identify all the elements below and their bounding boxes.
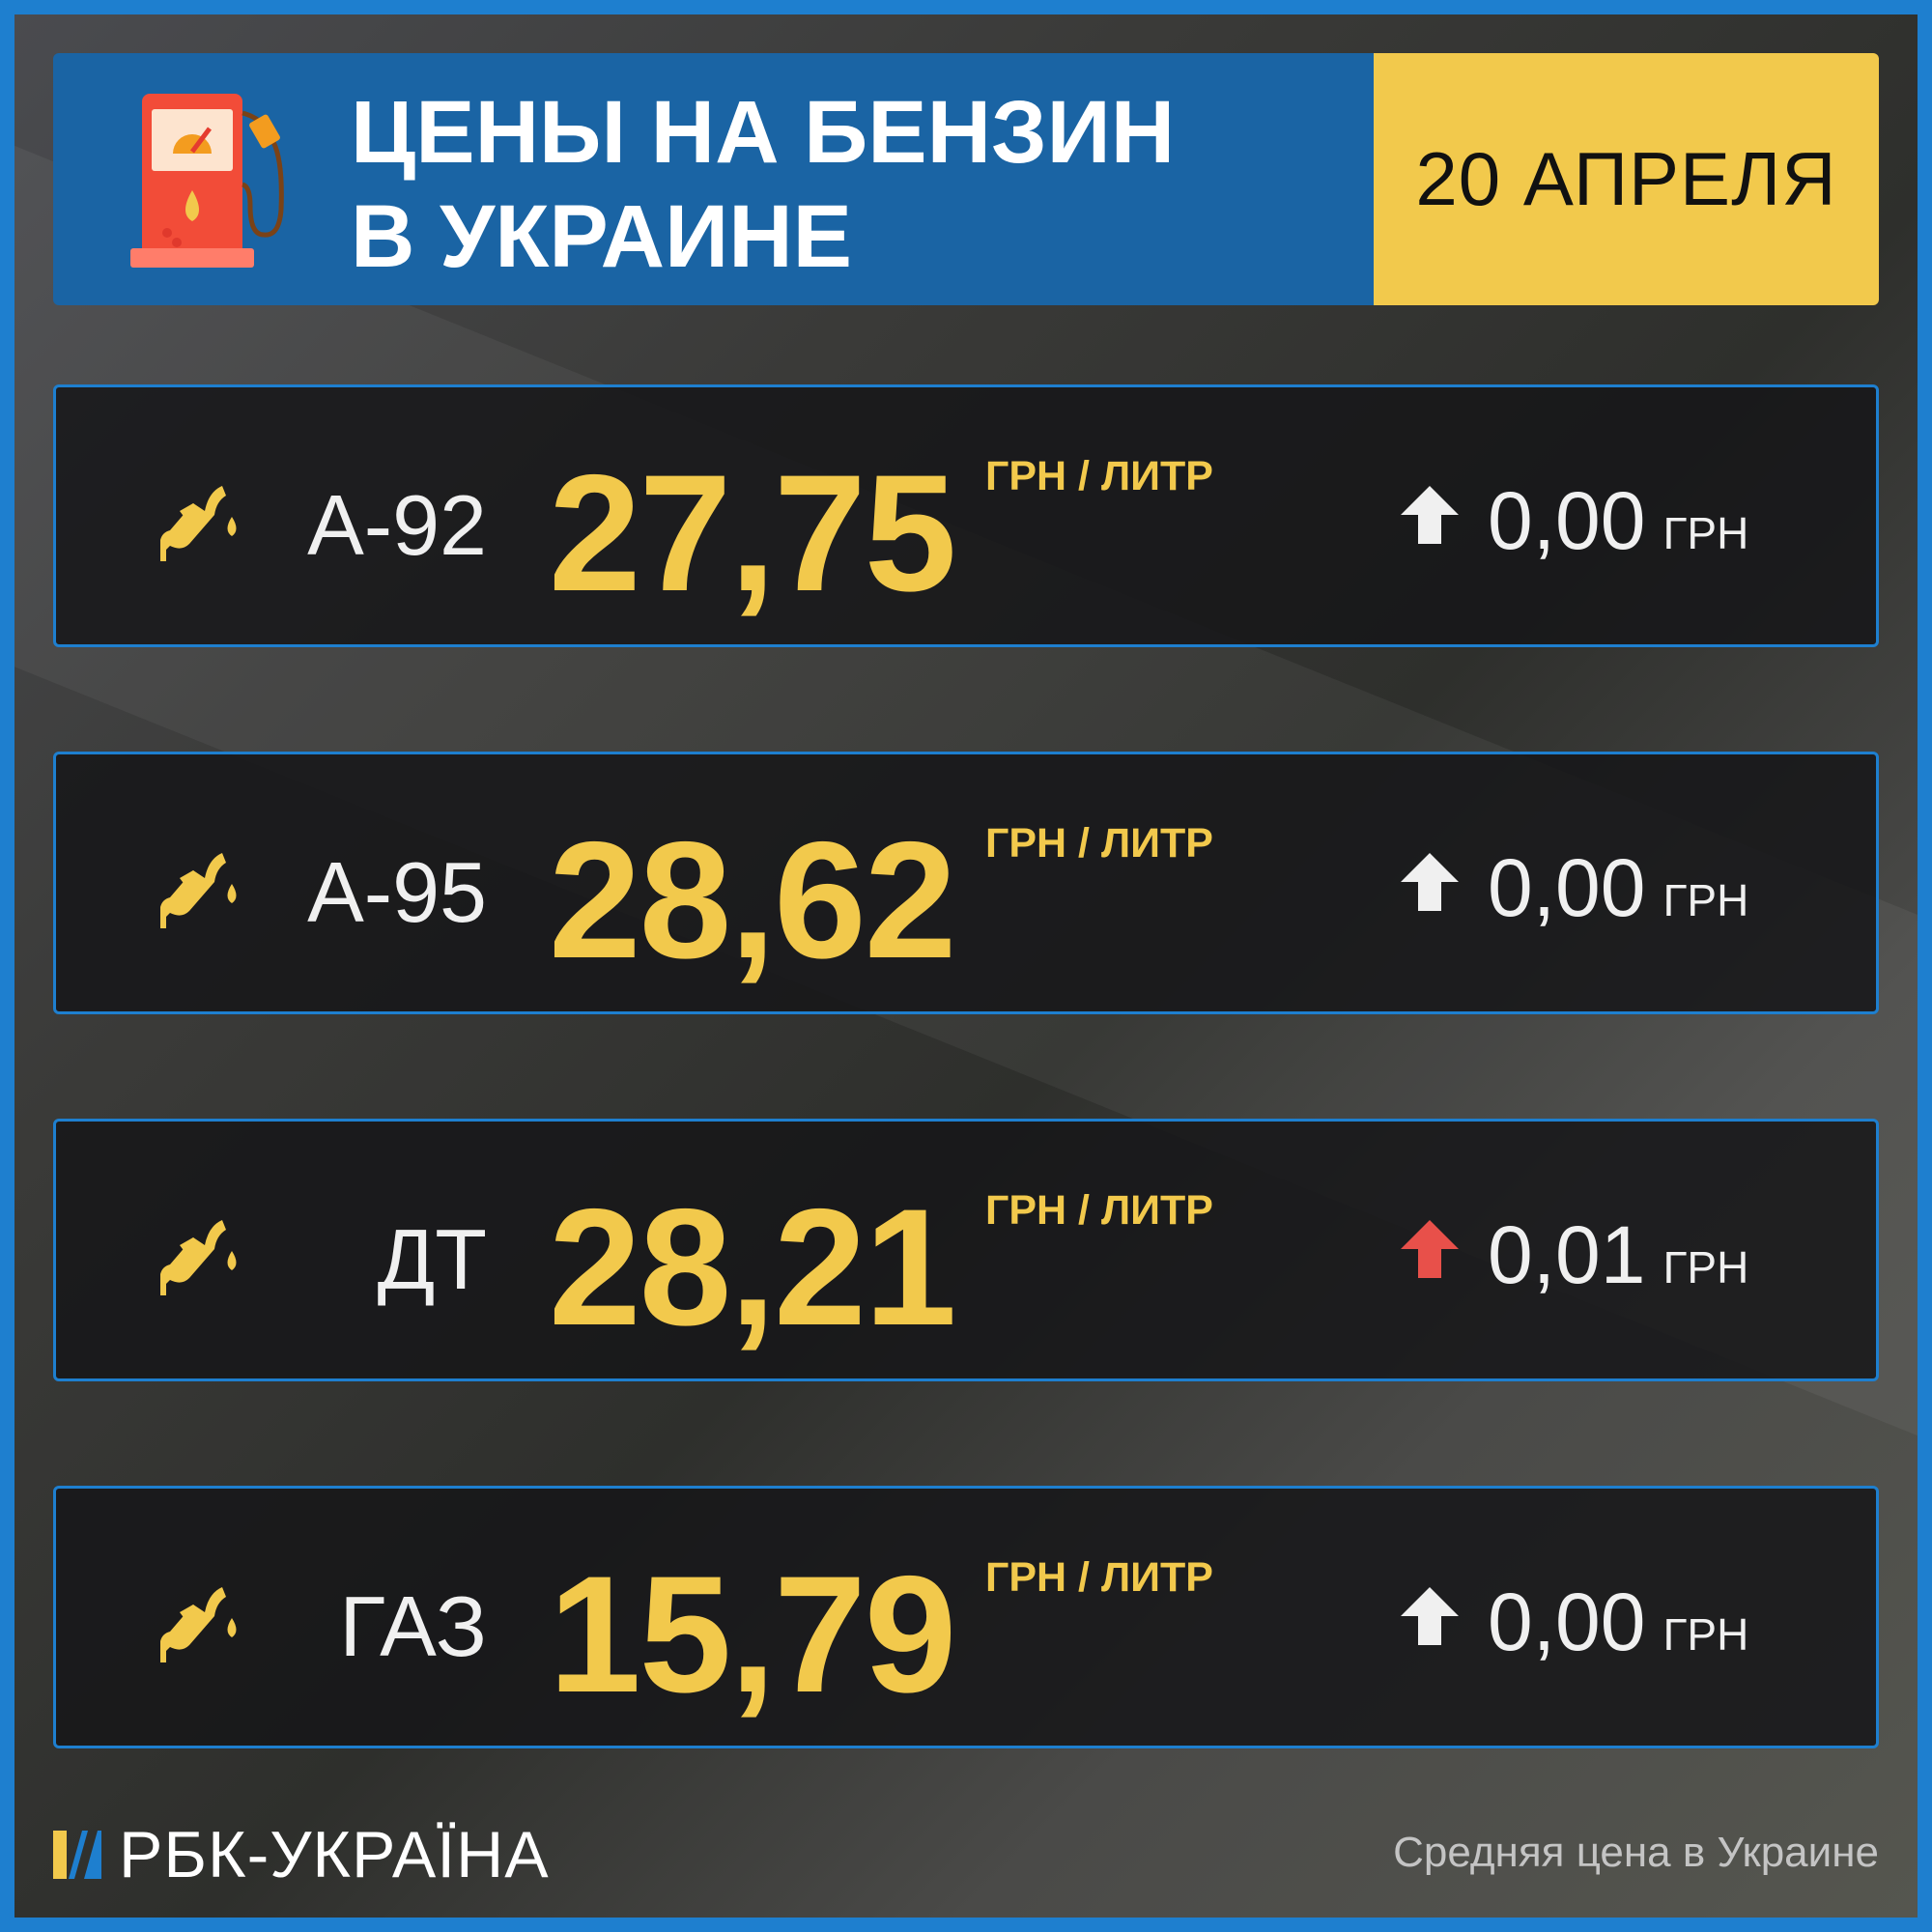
price-row: А-92 27,75 ГРН / ЛИТР 0,00 ГРН	[53, 384, 1879, 647]
fuel-nozzle-icon	[160, 853, 237, 928]
fuel-nozzle-icon	[160, 1587, 237, 1662]
price-row: А-95 28,62 ГРН / ЛИТР 0,00 ГРН	[53, 752, 1879, 1014]
price-change: 0,00 ГРН	[1488, 475, 1749, 566]
fuel-type: ГАЗ	[339, 1578, 487, 1674]
price-value: 28,21	[549, 1175, 956, 1360]
header-title-panel: ЦЕНЫ НА БЕНЗИН В УКРАИНЕ	[53, 53, 1374, 305]
page-title: ЦЕНЫ НА БЕНЗИН В УКРАИНЕ	[351, 83, 1176, 286]
infographic: ЦЕНЫ НА БЕНЗИН В УКРАИНЕ 20 АПРЕЛЯ А-92 …	[14, 14, 1918, 1918]
price-change: 0,01 ГРН	[1488, 1209, 1749, 1300]
price-value: 27,75	[549, 440, 956, 626]
price-unit: ГРН / ЛИТР	[985, 453, 1213, 499]
fuel-type: А-95	[307, 844, 487, 940]
fuel-type: ДТ	[377, 1211, 487, 1307]
header: ЦЕНЫ НА БЕНЗИН В УКРАИНЕ 20 АПРЕЛЯ	[53, 53, 1879, 305]
arrow-up-icon	[1401, 853, 1459, 911]
fuel-type: А-92	[307, 477, 487, 573]
fuel-nozzle-icon	[160, 486, 237, 561]
arrow-up-icon	[1401, 1220, 1459, 1278]
date-label: 20 АПРЕЛЯ	[1415, 136, 1837, 221]
price-value: 15,79	[549, 1542, 956, 1727]
price-row: ДТ 28,21 ГРН / ЛИТР 0,01 ГРН	[53, 1119, 1879, 1381]
price-value: 28,62	[549, 808, 956, 993]
rbc-logo-icon	[53, 1831, 101, 1879]
rbc-logo: РБК-УКРАЇНА	[53, 1817, 550, 1892]
fuel-nozzle-icon	[160, 1220, 237, 1295]
price-change: 0,00 ГРН	[1488, 842, 1749, 933]
date-panel: 20 АПРЕЛЯ	[1374, 53, 1879, 305]
price-row: ГАЗ 15,79 ГРН / ЛИТР 0,00 ГРН	[53, 1486, 1879, 1748]
price-change: 0,00 ГРН	[1488, 1577, 1749, 1667]
price-unit: ГРН / ЛИТР	[985, 1187, 1213, 1234]
fuel-pump-icon	[130, 94, 284, 268]
footnote: Средняя цена в Украине	[1393, 1829, 1879, 1876]
price-unit: ГРН / ЛИТР	[985, 820, 1213, 867]
arrow-up-icon	[1401, 1587, 1459, 1645]
price-unit: ГРН / ЛИТР	[985, 1554, 1213, 1601]
arrow-up-icon	[1401, 486, 1459, 544]
